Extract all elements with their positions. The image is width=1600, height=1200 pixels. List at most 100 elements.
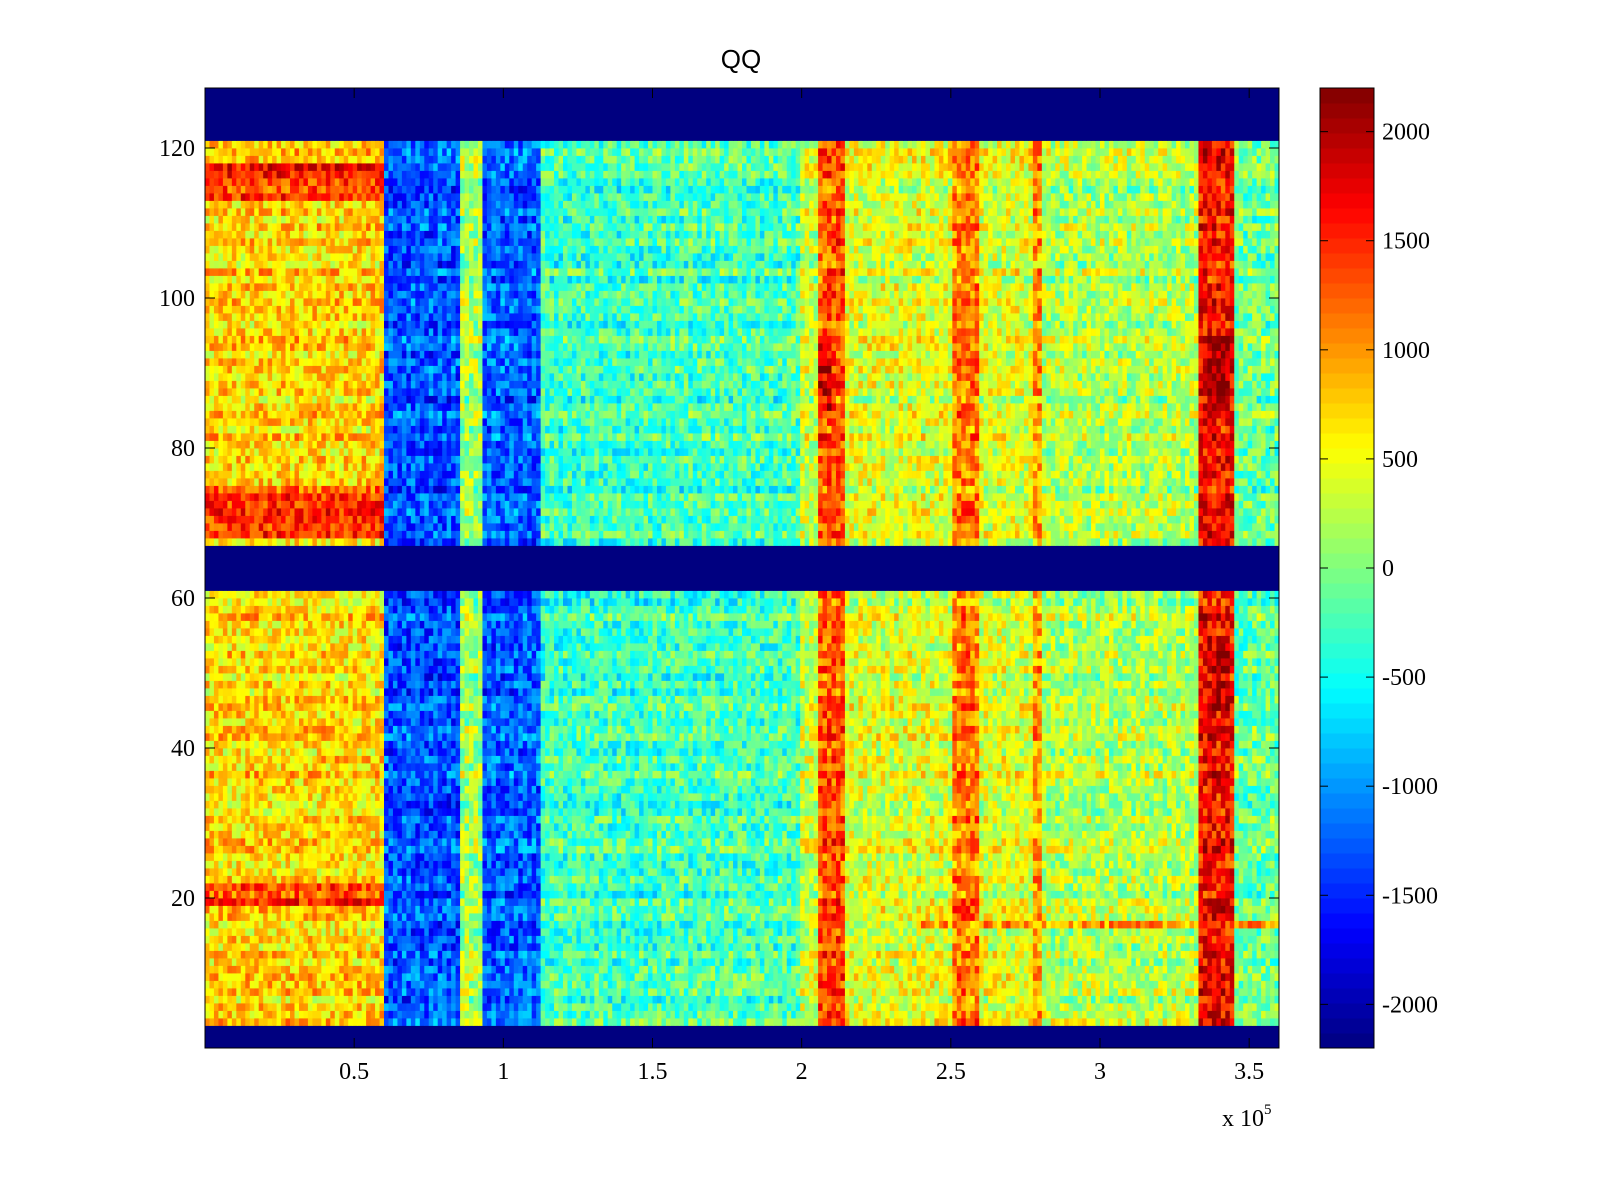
heatmap-cell bbox=[625, 928, 631, 936]
heatmap-cell bbox=[750, 1018, 756, 1026]
heatmap-cell bbox=[831, 1018, 837, 1026]
heatmap-cell bbox=[849, 935, 855, 944]
heatmap-cell bbox=[424, 898, 430, 906]
heatmap-cell bbox=[862, 1033, 868, 1041]
heatmap-cell bbox=[249, 890, 255, 899]
heatmap-cell bbox=[205, 980, 210, 989]
heatmap-cell bbox=[603, 920, 609, 929]
heatmap-cell bbox=[549, 928, 555, 936]
heatmap-cell bbox=[643, 1025, 649, 1034]
heatmap-cell bbox=[809, 898, 815, 906]
heatmap-cell bbox=[898, 1033, 904, 1041]
heatmap-cell bbox=[549, 950, 555, 959]
heatmap-cell bbox=[545, 898, 550, 906]
heatmap-cell bbox=[652, 1010, 658, 1019]
heatmap-cell bbox=[782, 1033, 788, 1041]
heatmap-cell bbox=[1095, 1018, 1101, 1026]
heatmap-cell bbox=[912, 935, 917, 944]
heatmap-cell bbox=[697, 1033, 703, 1041]
heatmap-cell bbox=[563, 890, 568, 899]
heatmap-cell bbox=[495, 935, 501, 944]
heatmap-cell bbox=[800, 950, 806, 959]
heatmap-cell bbox=[1261, 988, 1266, 996]
heatmap-cell bbox=[818, 958, 823, 966]
heatmap-cell bbox=[554, 1018, 559, 1026]
heatmap-cell bbox=[1202, 1010, 1208, 1019]
heatmap-cell bbox=[692, 980, 698, 989]
heatmap-cell bbox=[294, 943, 300, 951]
heatmap-cell bbox=[500, 920, 506, 929]
heatmap-cell bbox=[1050, 1010, 1056, 1019]
heatmap-cell bbox=[652, 995, 658, 1004]
heatmap-cell bbox=[1171, 1010, 1177, 1019]
heatmap-cell bbox=[464, 928, 470, 936]
heatmap-cell bbox=[1261, 928, 1266, 936]
heatmap-cell bbox=[1117, 905, 1123, 914]
heatmap-cell bbox=[943, 928, 949, 936]
heatmap-cell bbox=[1014, 958, 1020, 966]
heatmap-cell bbox=[290, 980, 295, 989]
heatmap-cell bbox=[795, 935, 801, 944]
heatmap-cell bbox=[1149, 928, 1155, 936]
heatmap-cell bbox=[1274, 898, 1280, 906]
heatmap-cell bbox=[410, 1018, 416, 1026]
heatmap-cell bbox=[952, 928, 958, 936]
heatmap-cell bbox=[1153, 920, 1159, 929]
heatmap-cell bbox=[835, 1040, 841, 1049]
heatmap-cell bbox=[661, 973, 667, 981]
heatmap-cell bbox=[979, 1040, 985, 1049]
heatmap-cell bbox=[536, 920, 542, 929]
heatmap-cell bbox=[701, 1025, 707, 1034]
heatmap-cell bbox=[500, 1010, 506, 1019]
heatmap-plot-area bbox=[204, 87, 1280, 1049]
heatmap-cell bbox=[1247, 1003, 1253, 1011]
heatmap-cell bbox=[956, 973, 962, 981]
heatmap-cell bbox=[867, 988, 873, 996]
heatmap-cell bbox=[1256, 905, 1262, 914]
heatmap-cell bbox=[415, 995, 421, 1004]
heatmap-cell bbox=[272, 950, 278, 959]
heatmap-cell bbox=[258, 943, 264, 951]
heatmap-cell bbox=[1144, 920, 1150, 929]
heatmap-cell bbox=[1028, 898, 1034, 906]
heatmap-cell bbox=[513, 988, 519, 996]
heatmap-cell bbox=[522, 1010, 528, 1019]
heatmap-cell bbox=[213, 943, 219, 951]
heatmap-cell bbox=[1167, 988, 1172, 996]
heatmap-cell bbox=[1265, 958, 1271, 966]
heatmap-cell bbox=[218, 928, 224, 936]
heatmap-cell bbox=[970, 1040, 976, 1049]
heatmap-cell bbox=[800, 980, 806, 989]
heatmap-cell bbox=[298, 1018, 304, 1026]
heatmap-cell bbox=[1082, 965, 1087, 974]
heatmap-cell bbox=[1207, 913, 1213, 921]
heatmap-cell bbox=[571, 935, 577, 944]
heatmap-cell bbox=[858, 980, 864, 989]
heatmap-cell bbox=[334, 950, 340, 959]
heatmap-cell bbox=[952, 913, 958, 921]
heatmap-cell bbox=[724, 943, 729, 951]
heatmap-cell bbox=[1032, 988, 1038, 996]
heatmap-cell bbox=[840, 913, 846, 921]
heatmap-cell bbox=[656, 980, 662, 989]
heatmap-cell bbox=[495, 1010, 501, 1019]
heatmap-cell bbox=[679, 1040, 685, 1049]
heatmap-cell bbox=[648, 988, 653, 996]
heatmap-cell bbox=[276, 1003, 282, 1011]
heatmap-cell bbox=[715, 980, 721, 989]
heatmap-cell bbox=[352, 943, 358, 951]
heatmap-cell bbox=[419, 1010, 425, 1019]
heatmap-cell bbox=[938, 920, 944, 929]
heatmap-cell bbox=[1238, 973, 1244, 981]
heatmap-cell bbox=[791, 1018, 797, 1026]
heatmap-cell bbox=[1153, 913, 1159, 921]
heatmap-cell bbox=[1100, 1025, 1105, 1034]
heatmap-cell bbox=[1144, 898, 1150, 906]
heatmap-cell bbox=[934, 1025, 940, 1034]
heatmap-cell bbox=[518, 1010, 524, 1019]
heatmap-cell bbox=[938, 913, 944, 921]
heatmap-cell bbox=[366, 1010, 371, 1019]
heatmap-cell bbox=[835, 988, 841, 996]
heatmap-cell bbox=[1243, 995, 1249, 1004]
heatmap-cell bbox=[388, 1025, 394, 1034]
